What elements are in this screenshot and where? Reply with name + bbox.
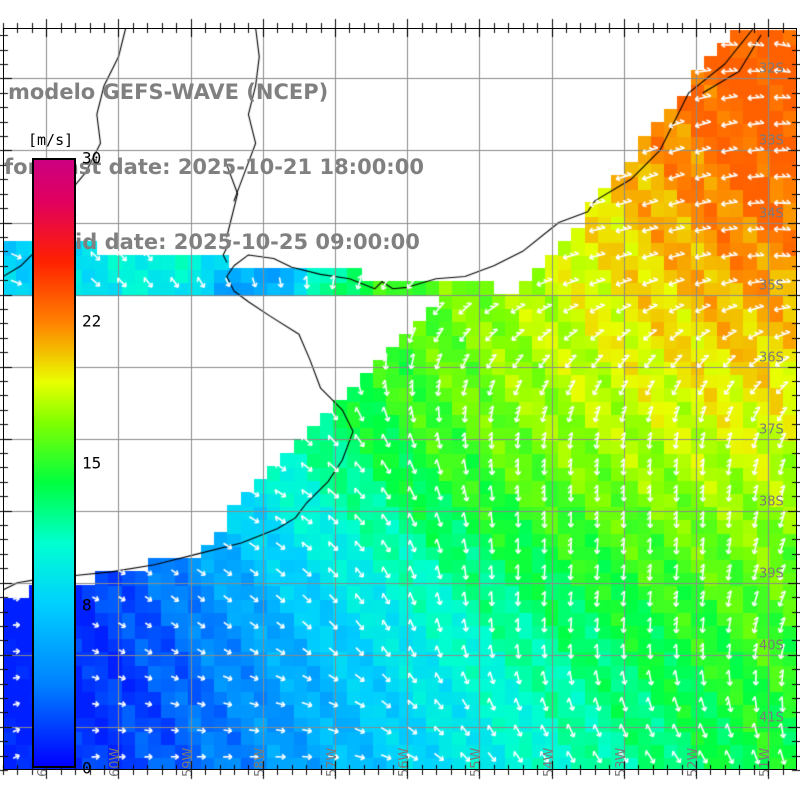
colorbar-tick-30: 30 [82, 148, 102, 168]
colorbar [32, 158, 76, 768]
title-line-valid-date: valid date: 2025-10-25 09:00:00 [40, 230, 420, 254]
colorbar-tick-0: 0 [82, 758, 92, 778]
title-line-forecast-date: forecast date: 2025-10-21 18:00:00 [4, 155, 424, 179]
colorbar-tick-8: 8 [82, 595, 92, 615]
colorbar-tick-22: 22 [82, 311, 102, 331]
colorbar-tick-15: 15 [82, 453, 102, 473]
title-line-model: modelo GEFS-WAVE (NCEP) [8, 80, 329, 104]
colorbar-unit-label: [m/s] [28, 131, 74, 149]
chart-title: modelo GEFS-WAVE (NCEP) forecast date: 2… [0, 30, 520, 305]
